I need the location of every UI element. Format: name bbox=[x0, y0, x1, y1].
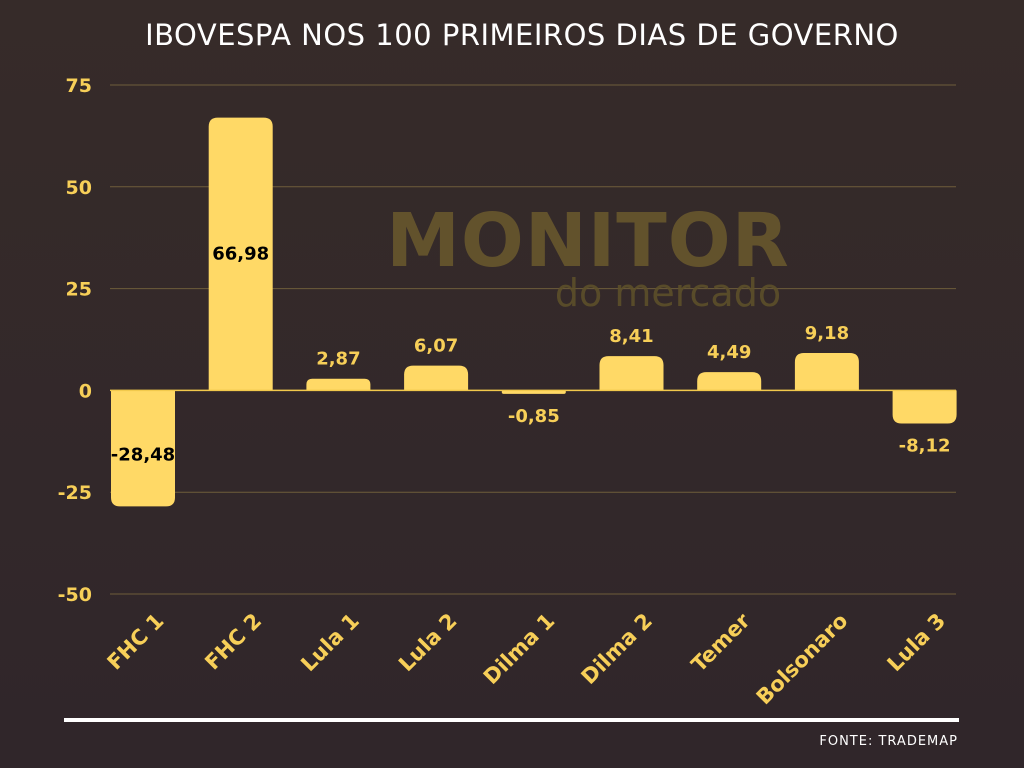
y-tick-label: 0 bbox=[79, 380, 92, 402]
bars bbox=[110, 117, 957, 507]
watermark-main-text: MONITOR bbox=[386, 198, 789, 284]
x-category-label: Lula 3 bbox=[883, 609, 951, 677]
data-labels: -28,48 66,98 2,87 6,07 -0,85 8,41 4,49 9,18 -8,1… bbox=[111, 244, 951, 466]
x-category-label: FHC 2 bbox=[200, 609, 266, 675]
data-label: 4,49 bbox=[707, 342, 751, 363]
x-category-label: Lula 1 bbox=[296, 609, 364, 677]
data-label: -0,85 bbox=[508, 406, 560, 427]
bar-lula-1 bbox=[306, 378, 371, 391]
bar-lula-2 bbox=[404, 365, 469, 391]
data-label: -8,12 bbox=[899, 435, 951, 456]
bar-temer bbox=[697, 372, 762, 391]
x-category-label: Temer bbox=[687, 608, 756, 677]
source-note: FONTE: TRADEMAP bbox=[819, 734, 958, 749]
data-label: -28,48 bbox=[111, 444, 175, 465]
y-tick-label: -50 bbox=[58, 584, 92, 606]
bar-bolsonaro bbox=[794, 353, 859, 391]
x-category-label: Dilma 2 bbox=[577, 609, 657, 689]
x-category-label: Dilma 1 bbox=[479, 609, 559, 689]
x-axis-categories: FHC 1 FHC 2 Lula 1 Lula 2 Dilma 1 Dilma 2 Teme… bbox=[103, 608, 951, 709]
bar-dilma-1 bbox=[501, 390, 566, 394]
bar-fhc-1 bbox=[111, 390, 175, 507]
data-label: 6,07 bbox=[414, 336, 458, 357]
y-tick-label: 50 bbox=[66, 177, 92, 199]
chart-title: IBOVESPA NOS 100 PRIMEIROS DIAS DE GOVER… bbox=[145, 18, 899, 52]
bar-lula-3 bbox=[892, 390, 957, 424]
watermark-logo: MONITOR do mercado bbox=[386, 198, 789, 315]
y-axis-ticks: 75 50 25 0 -25 -50 bbox=[58, 75, 92, 606]
y-tick-label: 75 bbox=[66, 75, 92, 97]
data-label: 9,18 bbox=[805, 323, 849, 344]
bar-fhc-2 bbox=[208, 117, 273, 391]
x-category-label: FHC 1 bbox=[103, 609, 169, 675]
data-label: 2,87 bbox=[316, 349, 360, 370]
data-label: 8,41 bbox=[609, 326, 653, 347]
x-category-label: Lula 2 bbox=[394, 609, 462, 677]
data-label: 66,98 bbox=[212, 244, 269, 265]
y-tick-label: -25 bbox=[58, 482, 92, 504]
y-tick-label: 25 bbox=[66, 279, 92, 301]
bar-dilma-2 bbox=[599, 356, 664, 391]
x-category-label: Bolsonaro bbox=[752, 609, 853, 710]
bottom-rule bbox=[64, 718, 959, 722]
watermark-sub-text: do mercado bbox=[555, 271, 781, 315]
